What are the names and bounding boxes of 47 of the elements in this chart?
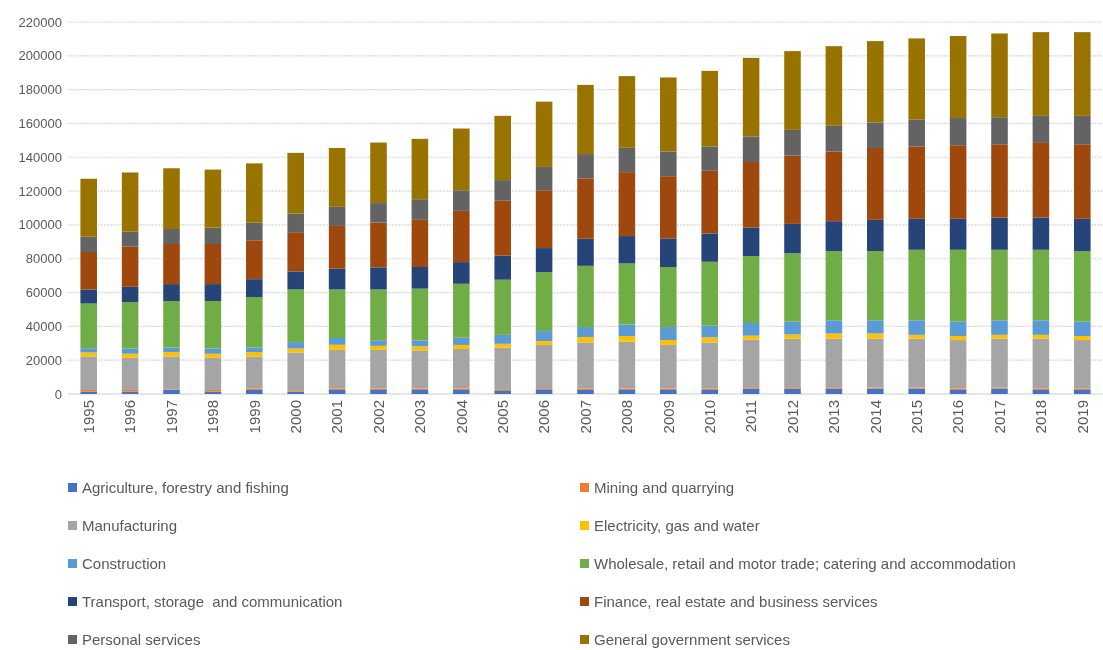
x-tick-label: 1997 (162, 400, 180, 434)
x-tick-label: 2000 (286, 400, 304, 434)
y-tick-label: 20000 (25, 352, 62, 368)
y-tick-label: 60000 (25, 285, 62, 301)
x-tick-label: 2016 (949, 400, 967, 434)
x-tick-label: 2007 (576, 400, 594, 434)
y-tick-label: 0 (54, 386, 62, 402)
y-tick-label: 140000 (18, 149, 62, 165)
legend-label: Manufacturing (82, 517, 178, 535)
x-tick-label: 2002 (369, 400, 387, 434)
legend-label: Construction (82, 555, 167, 573)
x-tick-label: 1995 (79, 400, 97, 434)
y-tick-label: 220000 (18, 14, 62, 30)
x-tick-label: 2018 (1032, 400, 1050, 434)
y-tick-label: 200000 (18, 48, 62, 64)
legend-label: Electricity, gas and water (594, 517, 760, 535)
legend-label: Personal services (82, 631, 201, 649)
x-tick-label: 1998 (204, 400, 222, 434)
legend-label: General government services (594, 631, 790, 649)
x-tick-label: 2017 (990, 400, 1008, 434)
legend-label: Mining and quarrying (594, 479, 735, 497)
x-tick-label: 2013 (825, 400, 843, 434)
x-tick-label: 2011 (742, 400, 760, 433)
x-tick-label: 2001 (328, 400, 346, 434)
x-tick-label: 2015 (907, 400, 925, 434)
x-tick-label: 1996 (121, 400, 139, 434)
x-tick-label: 2006 (535, 400, 553, 434)
x-tick-label: 2008 (618, 400, 636, 434)
y-tick-label: 120000 (18, 183, 62, 199)
x-tick-label: 2005 (493, 400, 511, 434)
x-tick-label: 2014 (866, 400, 884, 434)
legend-label: Agriculture, forestry and fishing (82, 479, 289, 497)
legend-label: Transport, storage and communication (82, 593, 343, 611)
y-tick-label: 100000 (18, 217, 62, 233)
x-tick-label: 2009 (659, 400, 677, 434)
x-tick-label: 2003 (411, 400, 429, 434)
x-tick-label: 2012 (783, 400, 801, 434)
x-tick-label: 2019 (1073, 400, 1091, 434)
x-tick-label: 2010 (700, 400, 718, 434)
y-tick-label: 80000 (25, 251, 62, 267)
y-tick-label: 40000 (25, 318, 62, 334)
x-tick-label: 2004 (452, 400, 470, 434)
legend-label: Wholesale, retail and motor trade; catering and accommodation (594, 555, 1016, 573)
y-tick-label: 180000 (18, 82, 62, 98)
y-tick-label: 160000 (18, 116, 62, 131)
legend-label: Finance, real estate and business services (594, 593, 878, 611)
x-tick-label: 1999 (245, 400, 263, 434)
